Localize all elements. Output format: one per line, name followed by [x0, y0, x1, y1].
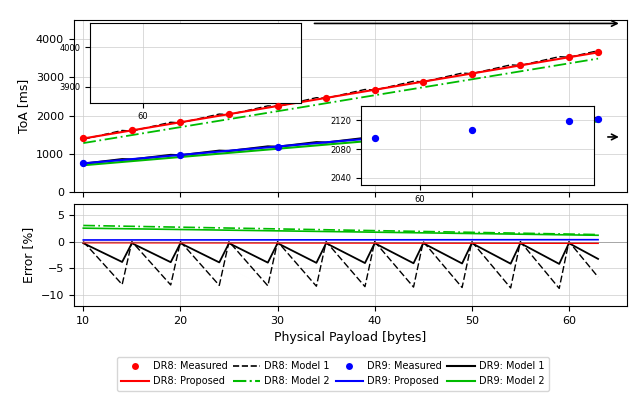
- X-axis label: Physical Payload [bytes]: Physical Payload [bytes]: [275, 331, 426, 344]
- Point: [369, 135, 380, 141]
- Point: [593, 49, 603, 56]
- Y-axis label: Error [%]: Error [%]: [22, 227, 35, 283]
- Point: [273, 103, 283, 109]
- Point: [467, 126, 477, 133]
- Point: [467, 70, 477, 77]
- Point: [321, 95, 332, 101]
- Y-axis label: ToA [ms]: ToA [ms]: [17, 79, 30, 133]
- Point: [515, 62, 525, 68]
- Point: [564, 54, 574, 60]
- Point: [78, 160, 88, 166]
- Point: [78, 135, 88, 142]
- Point: [564, 118, 574, 124]
- Point: [593, 116, 603, 122]
- Legend: DR8: Measured, DR8: Proposed, DR8: Model 1, DR8: Model 2, DR9: Measured, DR9: Pr: DR8: Measured, DR8: Proposed, DR8: Model…: [116, 356, 549, 391]
- Point: [175, 119, 186, 126]
- Point: [418, 78, 428, 85]
- Point: [273, 143, 283, 150]
- Point: [224, 111, 234, 117]
- Point: [127, 127, 137, 134]
- Point: [369, 86, 380, 93]
- Point: [175, 152, 186, 158]
